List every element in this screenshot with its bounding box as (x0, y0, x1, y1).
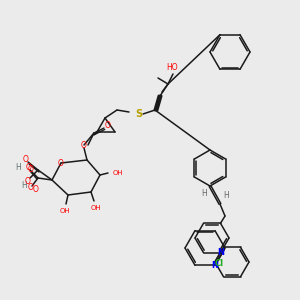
Text: N: N (217, 248, 224, 257)
Text: O: O (105, 122, 111, 130)
Text: O: O (26, 164, 32, 172)
Text: O: O (28, 184, 34, 193)
Text: H: H (201, 190, 207, 199)
Text: OH: OH (60, 208, 70, 214)
Text: OH: OH (91, 205, 101, 211)
Text: O: O (23, 155, 29, 164)
Text: S: S (135, 109, 142, 119)
Text: H: H (15, 164, 21, 172)
Text: O: O (81, 140, 87, 149)
Text: H: H (223, 191, 229, 200)
Text: HO: HO (166, 64, 178, 73)
Text: N: N (212, 261, 218, 270)
Text: Cl: Cl (214, 260, 224, 268)
Text: O: O (58, 158, 64, 167)
Text: H: H (21, 182, 27, 190)
Text: O: O (25, 176, 31, 185)
Text: O: O (33, 184, 39, 194)
Text: OH: OH (113, 170, 124, 176)
Text: O: O (28, 164, 34, 173)
